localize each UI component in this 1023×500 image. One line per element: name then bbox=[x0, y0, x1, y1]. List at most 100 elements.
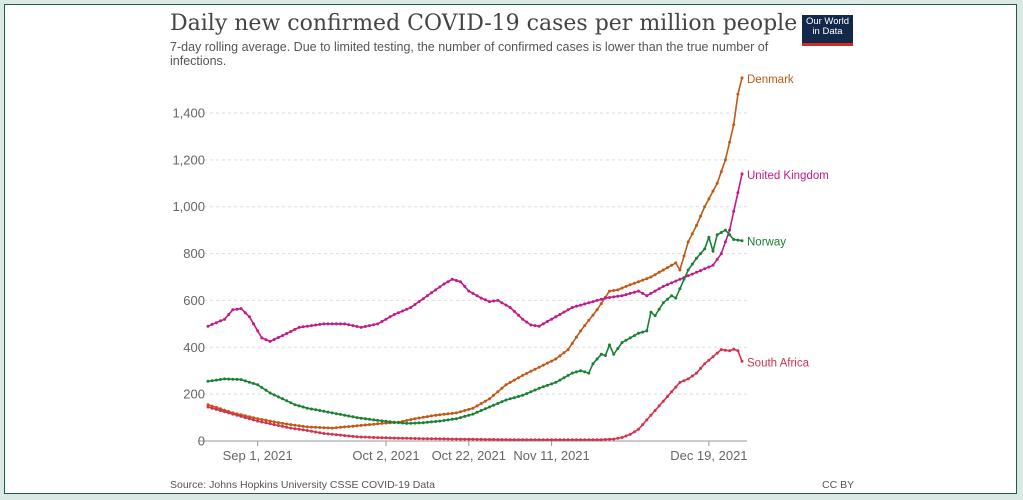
series-point-denmark bbox=[661, 268, 665, 272]
series-point-south-africa bbox=[231, 412, 235, 416]
series-point-united-kingdom bbox=[293, 327, 297, 331]
series-point-united-kingdom bbox=[297, 325, 301, 329]
series-point-denmark bbox=[475, 404, 479, 408]
series-point-south-africa bbox=[574, 438, 578, 442]
series-point-denmark bbox=[732, 123, 736, 127]
y-tick-label: 200 bbox=[183, 387, 205, 402]
series-point-united-kingdom bbox=[363, 325, 367, 328]
series-point-norway bbox=[566, 373, 570, 377]
series-point-united-kingdom bbox=[351, 324, 355, 328]
series-point-south-africa bbox=[330, 432, 334, 436]
series-point-norway bbox=[355, 416, 359, 420]
series-point-norway bbox=[521, 393, 525, 397]
series-point-south-africa bbox=[235, 413, 239, 417]
series-point-norway bbox=[591, 362, 595, 366]
series-point-south-africa bbox=[376, 436, 380, 440]
owid-logo[interactable]: Our World in Data bbox=[802, 15, 853, 46]
series-point-united-kingdom bbox=[496, 298, 500, 302]
series-point-united-kingdom bbox=[583, 302, 587, 306]
chart-title: Daily new confirmed COVID-19 cases per m… bbox=[170, 11, 798, 36]
series-point-south-africa bbox=[624, 434, 628, 438]
series-point-norway bbox=[318, 409, 322, 412]
series-point-denmark bbox=[459, 410, 462, 414]
series-point-denmark bbox=[285, 422, 289, 426]
series-point-norway bbox=[537, 386, 541, 390]
series-point-south-africa bbox=[450, 437, 454, 441]
series-point-south-africa bbox=[214, 407, 218, 411]
series-point-norway bbox=[583, 370, 587, 374]
series-point-norway bbox=[558, 378, 562, 382]
series-point-denmark bbox=[587, 318, 591, 322]
series-point-united-kingdom bbox=[649, 291, 653, 295]
series-point-norway bbox=[670, 294, 674, 298]
series-point-denmark bbox=[512, 378, 516, 382]
series-point-denmark bbox=[483, 399, 487, 403]
series-point-united-kingdom bbox=[231, 308, 235, 312]
series-point-norway bbox=[247, 380, 251, 384]
series-point-norway bbox=[554, 380, 558, 384]
series-point-norway bbox=[231, 377, 235, 381]
series-point-denmark bbox=[682, 254, 686, 258]
series-point-united-kingdom bbox=[272, 338, 276, 341]
series-point-denmark bbox=[421, 415, 425, 419]
series-point-south-africa bbox=[682, 379, 686, 383]
series-point-united-kingdom bbox=[347, 323, 351, 327]
series-point-united-kingdom bbox=[574, 304, 578, 308]
series-point-south-africa bbox=[740, 359, 744, 363]
series-point-united-kingdom bbox=[210, 322, 214, 326]
series-point-denmark bbox=[322, 426, 326, 430]
series-point-denmark bbox=[541, 363, 545, 367]
series-point-united-kingdom bbox=[446, 280, 450, 284]
series-point-united-kingdom bbox=[690, 272, 694, 276]
series-point-norway bbox=[695, 256, 698, 260]
series-point-united-kingdom bbox=[281, 334, 284, 338]
series-point-united-kingdom bbox=[587, 301, 591, 305]
series-point-norway bbox=[301, 405, 305, 409]
series-point-denmark bbox=[492, 393, 496, 397]
series-point-denmark bbox=[657, 270, 661, 274]
series-point-south-africa bbox=[413, 437, 417, 440]
series-point-denmark bbox=[616, 288, 620, 292]
series-point-south-africa bbox=[504, 438, 508, 442]
series-point-norway bbox=[450, 417, 454, 421]
series-point-united-kingdom bbox=[603, 296, 607, 300]
series-point-united-kingdom bbox=[699, 269, 703, 273]
series-point-denmark bbox=[637, 280, 640, 284]
series-point-united-kingdom bbox=[343, 322, 347, 326]
series-point-norway bbox=[227, 377, 231, 381]
series-point-south-africa bbox=[653, 409, 657, 412]
series-point-denmark bbox=[367, 423, 371, 427]
series-point-norway bbox=[500, 400, 504, 404]
series-point-united-kingdom bbox=[686, 274, 690, 278]
series-point-norway bbox=[396, 421, 400, 425]
series-point-united-kingdom bbox=[479, 296, 483, 300]
license-note[interactable]: CC BY bbox=[822, 479, 855, 491]
series-point-south-africa bbox=[471, 437, 475, 441]
series-point-denmark bbox=[339, 425, 342, 429]
series-point-united-kingdom bbox=[695, 270, 698, 274]
series-point-norway bbox=[334, 412, 338, 416]
series-point-united-kingdom bbox=[562, 310, 566, 314]
series-point-south-africa bbox=[595, 438, 599, 442]
series-point-south-africa bbox=[728, 349, 732, 353]
series-point-denmark bbox=[608, 289, 611, 293]
series-point-denmark bbox=[715, 181, 719, 185]
series-point-united-kingdom bbox=[206, 324, 210, 328]
series-point-united-kingdom bbox=[276, 336, 280, 339]
series-point-united-kingdom bbox=[608, 296, 611, 299]
series-point-south-africa bbox=[558, 438, 562, 442]
series-point-united-kingdom bbox=[657, 287, 661, 291]
series-point-norway bbox=[363, 417, 367, 421]
series-point-united-kingdom bbox=[674, 279, 678, 283]
series-point-south-africa bbox=[401, 436, 405, 440]
source-note[interactable]: Source: Johns Hopkins University CSSE CO… bbox=[170, 479, 435, 491]
series-point-south-africa bbox=[463, 437, 467, 441]
series-point-south-africa bbox=[388, 436, 392, 440]
series-point-norway bbox=[719, 231, 723, 234]
series-point-norway bbox=[508, 397, 512, 401]
series-point-denmark bbox=[363, 423, 367, 427]
series-point-south-africa bbox=[521, 438, 525, 442]
series-point-south-africa bbox=[732, 347, 736, 351]
series-point-norway bbox=[305, 406, 309, 410]
